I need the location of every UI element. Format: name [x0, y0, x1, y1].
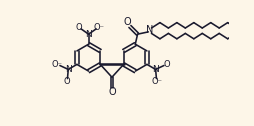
Text: N: N [85, 30, 92, 39]
Text: O⁻: O⁻ [51, 60, 62, 69]
Text: N: N [146, 25, 153, 35]
Text: O: O [64, 77, 70, 86]
Text: O: O [75, 23, 82, 32]
Text: N: N [65, 65, 71, 74]
Text: O⁻: O⁻ [151, 77, 162, 86]
Text: O⁻: O⁻ [93, 23, 104, 32]
Text: O: O [163, 60, 169, 69]
Text: O: O [108, 87, 115, 97]
Text: N: N [152, 65, 158, 74]
Text: O: O [123, 17, 131, 27]
